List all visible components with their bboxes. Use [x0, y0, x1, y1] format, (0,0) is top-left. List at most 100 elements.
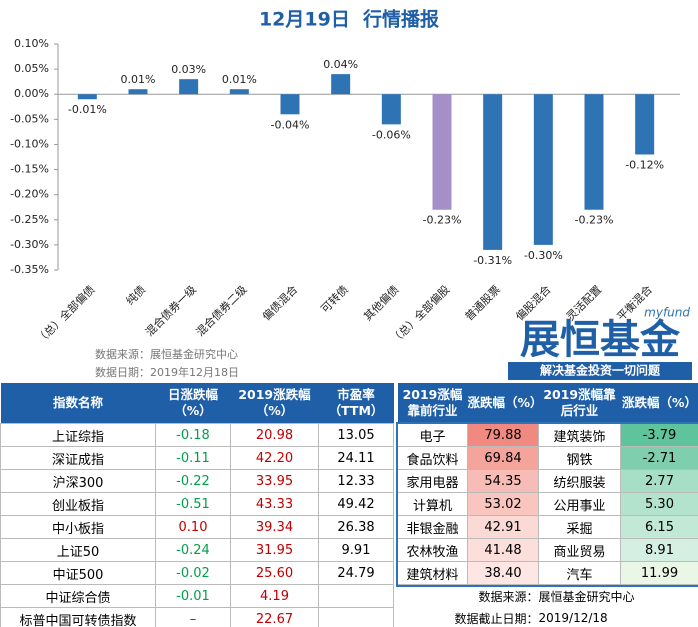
header-cell: 市盈率（TTM）	[318, 383, 394, 424]
index-table: 指数名称 日涨跌幅（%） 2019涨跌幅（%） 市盈率（TTM） 上证综指 -0.18 20…	[0, 383, 394, 627]
table-cell: -0.22	[155, 469, 231, 493]
table-row: 上证综指 -0.18 20.98 13.05	[0, 423, 394, 447]
logo-slogan: 解决基金投资一切问题	[540, 363, 661, 378]
value-label: -0.23%	[575, 214, 614, 227]
table-cell: 54.35	[467, 469, 539, 493]
table-cell: 建筑材料	[397, 561, 468, 585]
table-cell: 创业板指	[0, 492, 156, 516]
table-cell: -0.11	[155, 446, 231, 470]
table-cell: 中小板指	[0, 515, 156, 539]
header-cell: 涨跌幅（%）	[467, 383, 539, 424]
bar	[331, 74, 351, 95]
table-cell: 38.40	[467, 561, 539, 585]
table-cell: 纺织服装	[538, 469, 621, 493]
table-cell: 家用电器	[397, 469, 468, 493]
note-value: 展恒基金研究中心	[538, 589, 635, 604]
table-cell: 深证成指	[0, 446, 156, 470]
table-row: 沪深300 -0.22 33.95 12.33	[0, 469, 394, 493]
table-cell: 钢铁	[538, 446, 621, 470]
table-cell: 33.95	[230, 469, 319, 493]
x-tick-label: 可转债	[318, 282, 351, 315]
table-row: 标普中国可转债指数 –22.67	[0, 607, 394, 627]
table-row: 电子 79.88 建筑装饰 -3.79	[397, 423, 698, 447]
bar	[229, 89, 249, 95]
table-cell: 2.77	[620, 469, 698, 493]
table-cell: 5.30	[620, 492, 698, 516]
y-tick-label: 0.10%	[14, 37, 49, 50]
table-cell: 69.84	[467, 446, 539, 470]
note-row: 数据来源： 展恒基金研究中心	[398, 585, 698, 608]
table-cell: 6.15	[620, 515, 698, 539]
y-tick-label: -0.15%	[10, 163, 49, 176]
industry-table: 2019涨幅靠前行业 涨跌幅（%） 2019涨幅靠后行业 涨跌幅（%） 电子 79.88 建…	[395, 383, 698, 627]
value-label: -0.30%	[524, 249, 563, 262]
value-label: -0.12%	[625, 158, 664, 171]
table-cell: 非银金融	[397, 515, 468, 539]
value-label: -0.01%	[68, 103, 107, 116]
table-cell: 商业贸易	[538, 538, 621, 562]
table-cell: 42.91	[467, 515, 539, 539]
table-row: 农林牧渔 41.48 商业贸易 8.91	[397, 538, 698, 562]
table-cell: 电子	[397, 423, 468, 447]
table-cell: 31.95	[230, 538, 319, 562]
y-tick-label: -0.35%	[10, 263, 49, 276]
bar	[584, 94, 604, 210]
table-cell	[318, 607, 394, 627]
source: 数据来源：展恒基金研究中心	[95, 347, 238, 361]
bar	[483, 94, 503, 250]
table-row: 建筑材料 38.40 汽车 11.99	[397, 561, 698, 585]
table-cell: 4.19	[230, 584, 319, 608]
bar	[635, 94, 655, 155]
table-cell: 11.99	[620, 561, 698, 585]
table-cell: 24.11	[318, 446, 394, 470]
header-cell: 2019涨幅靠前行业	[397, 383, 468, 424]
table-cell: 42.20	[230, 446, 319, 470]
x-tick-label: 混合债券一级	[142, 282, 199, 339]
table-cell: 建筑装饰	[538, 423, 621, 447]
table-cell: 24.79	[318, 561, 394, 585]
table-cell: 沪深300	[0, 469, 156, 493]
note-label: 数据来源：	[478, 589, 539, 604]
table-cell: 汽车	[538, 561, 621, 585]
value-label: 0.01%	[121, 73, 156, 86]
header-cell: 日涨跌幅（%）	[155, 383, 231, 424]
table-cell: -0.02	[155, 561, 231, 585]
table-cell: 采掘	[538, 515, 621, 539]
table-cell: 79.88	[467, 423, 539, 447]
table-cell: 43.33	[230, 492, 319, 516]
table-cell: -0.18	[155, 423, 231, 447]
x-tick-label: 其他偏债	[361, 282, 402, 323]
table-notes: 数据来源： 展恒基金研究中心 数据截止日期： 2019/12/18	[398, 585, 698, 627]
logo-brand: myfund	[644, 306, 690, 320]
header-row: 指数名称 日涨跌幅（%） 2019涨跌幅（%） 市盈率（TTM）	[0, 383, 394, 424]
value-label: 0.03%	[171, 63, 206, 76]
y-tick-label: -0.25%	[10, 213, 49, 226]
table-cell: -3.79	[620, 423, 698, 447]
x-tick-label: 偏债混合	[259, 282, 300, 323]
x-tick-label: 普通股票	[462, 282, 503, 323]
y-tick-label: -0.20%	[10, 188, 49, 201]
table-cell: 公用事业	[538, 492, 621, 516]
table-cell: –	[155, 607, 231, 627]
y-tick-label: -0.05%	[10, 112, 49, 125]
table-cell: 农林牧渔	[397, 538, 468, 562]
value-label: 0.04%	[323, 58, 358, 71]
x-tick-label: （总）全部偏债	[33, 282, 97, 346]
table-row: 中证500 -0.02 25.60 24.79	[0, 561, 394, 585]
table-cell: 41.48	[467, 538, 539, 562]
logo-name: 展恒基金	[520, 317, 681, 363]
table-row: 非银金融 42.91 采掘 6.15	[397, 515, 698, 539]
table-cell: -2.71	[620, 446, 698, 470]
table-body: 上证综指 -0.18 20.98 13.05 深证成指 -0.11 42.20 24.11 沪深…	[0, 423, 394, 627]
date: 数据日期：2019年12月18日	[95, 365, 239, 379]
bar	[381, 94, 401, 125]
value-label: -0.23%	[423, 214, 462, 227]
bar	[280, 94, 300, 115]
table-row: 上证50 -0.24 31.95 9.91	[0, 538, 394, 562]
table-row: 计算机 53.02 公用事业 5.30	[397, 492, 698, 516]
header-cell: 指数名称	[0, 383, 156, 424]
table-cell: 13.05	[318, 423, 394, 447]
table-cell: 中证综合债	[0, 584, 156, 608]
table-cell: 上证50	[0, 538, 156, 562]
